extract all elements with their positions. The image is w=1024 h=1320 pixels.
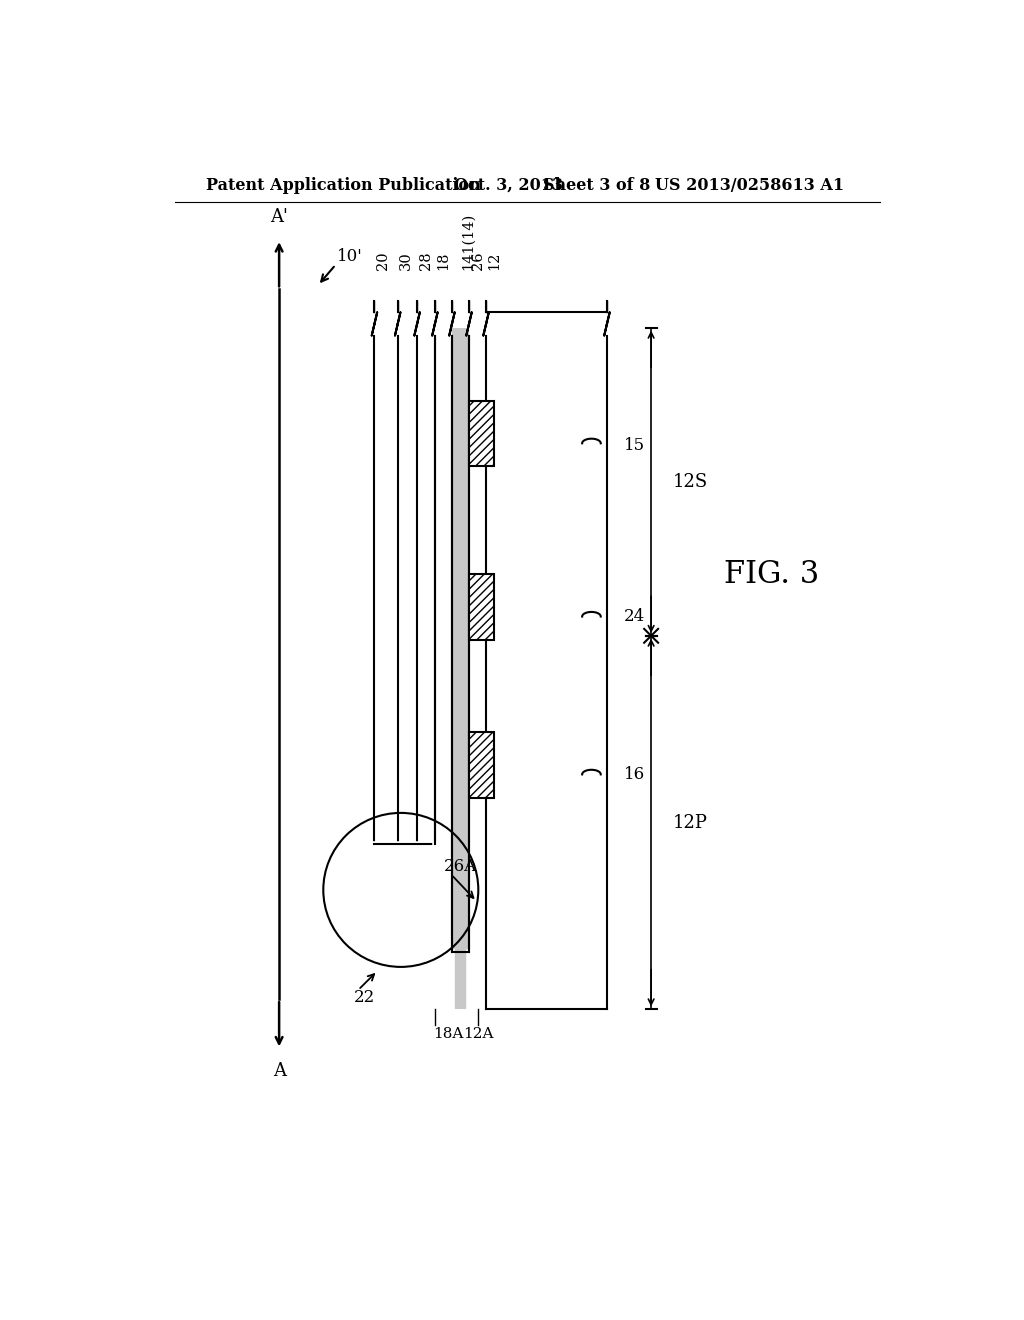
Text: 26: 26 bbox=[471, 251, 484, 271]
Bar bbox=[469, 733, 494, 797]
Text: 22: 22 bbox=[354, 989, 376, 1006]
Text: US 2013/0258613 A1: US 2013/0258613 A1 bbox=[655, 177, 844, 194]
Text: 30: 30 bbox=[399, 251, 414, 271]
Text: Oct. 3, 2013: Oct. 3, 2013 bbox=[454, 177, 562, 194]
Text: 16: 16 bbox=[624, 766, 645, 783]
Text: 20: 20 bbox=[376, 251, 390, 271]
Text: 12S: 12S bbox=[673, 473, 708, 491]
Text: 24: 24 bbox=[624, 609, 645, 626]
Text: 18A: 18A bbox=[433, 1027, 464, 1041]
Text: 28: 28 bbox=[419, 251, 432, 271]
Text: Sheet 3 of 8: Sheet 3 of 8 bbox=[543, 177, 650, 194]
Text: A': A' bbox=[270, 209, 288, 226]
Bar bbox=[469, 574, 494, 640]
Text: 18: 18 bbox=[436, 252, 451, 271]
Text: 12: 12 bbox=[487, 252, 502, 271]
Text: A: A bbox=[272, 1063, 286, 1080]
Text: 15: 15 bbox=[624, 437, 645, 454]
Text: 141(14): 141(14) bbox=[461, 213, 475, 271]
Bar bbox=[469, 401, 494, 466]
Text: 26A: 26A bbox=[443, 858, 476, 875]
Bar bbox=[452, 327, 469, 1010]
Text: 10': 10' bbox=[337, 248, 362, 265]
Text: 12A: 12A bbox=[463, 1027, 494, 1041]
Text: Patent Application Publication: Patent Application Publication bbox=[206, 177, 480, 194]
Text: 12P: 12P bbox=[673, 813, 708, 832]
Text: FIG. 3: FIG. 3 bbox=[724, 558, 819, 590]
